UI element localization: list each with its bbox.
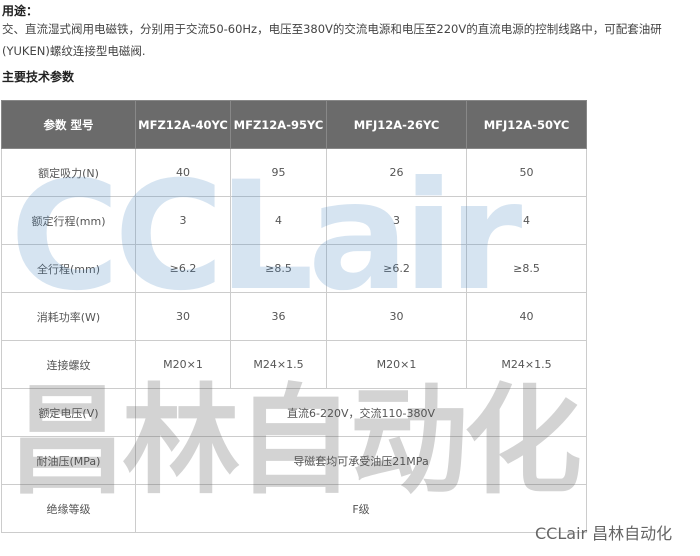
param-name: 耐油压(MPa) xyxy=(1,436,136,485)
param-name: 绝缘等级 xyxy=(1,484,136,533)
cell: 3 xyxy=(135,196,231,245)
cell: 40 xyxy=(466,292,587,341)
spec-table: 参数 型号 MFZ12A-40YC MFZ12A-95YC MFJ12A-26Y… xyxy=(1,100,587,533)
cell: 4 xyxy=(466,196,587,245)
table-row: 额定行程(mm) 3 4 3 4 xyxy=(1,196,587,245)
cell: ≥8.5 xyxy=(230,244,327,293)
table-row: 全行程(mm) ≥6.2 ≥8.5 ≥6.2 ≥8.5 xyxy=(1,244,587,293)
cell: ≥6.2 xyxy=(326,244,467,293)
param-name: 全行程(mm) xyxy=(1,244,136,293)
cell: ≥6.2 xyxy=(135,244,231,293)
cell: 26 xyxy=(326,148,467,197)
cell: 3 xyxy=(326,196,467,245)
table-row: 消耗功率(W) 30 36 30 40 xyxy=(1,292,587,341)
merged-cell: 导磁套均可承受油压21MPa xyxy=(135,436,587,485)
brand-label: CCLair 昌林自动化 xyxy=(535,524,673,543)
header-cell: MFJ12A-50YC xyxy=(466,100,587,149)
cell: ≥8.5 xyxy=(466,244,587,293)
table-row: 额定吸力(N) 40 95 26 50 xyxy=(1,148,587,197)
header-cell: 参数 型号 xyxy=(1,100,136,149)
cell: 40 xyxy=(135,148,231,197)
cell: M24×1.5 xyxy=(466,340,587,389)
cell: M20×1 xyxy=(135,340,231,389)
cell: M20×1 xyxy=(326,340,467,389)
cell: 95 xyxy=(230,148,327,197)
table-row: 耐油压(MPa) 导磁套均可承受油压21MPa xyxy=(1,436,587,485)
cell: 4 xyxy=(230,196,327,245)
cell: 30 xyxy=(326,292,467,341)
table-row: 绝缘等级 F级 xyxy=(1,484,587,533)
cell: M24×1.5 xyxy=(230,340,327,389)
param-name: 额定电压(V) xyxy=(1,388,136,437)
table-header-row: 参数 型号 MFZ12A-40YC MFZ12A-95YC MFJ12A-26Y… xyxy=(1,100,587,149)
params-heading: 主要技术参数 xyxy=(2,70,75,84)
table-row: 额定电压(V) 直流6-220V，交流110-380V xyxy=(1,388,587,437)
param-name: 额定吸力(N) xyxy=(1,148,136,197)
cell: 30 xyxy=(135,292,231,341)
cell: 50 xyxy=(466,148,587,197)
header-cell: MFZ12A-40YC xyxy=(135,100,231,149)
param-name: 消耗功率(W) xyxy=(1,292,136,341)
cell: 36 xyxy=(230,292,327,341)
param-name: 连接螺纹 xyxy=(1,340,136,389)
table-row: 连接螺纹 M20×1 M24×1.5 M20×1 M24×1.5 xyxy=(1,340,587,389)
usage-text: 交、直流湿式阀用电磁铁，分别用于交流50-60Hz，电压至380V的交流电源和电… xyxy=(2,22,662,58)
usage-heading: 用途： xyxy=(2,4,39,18)
header-cell: MFZ12A-95YC xyxy=(230,100,327,149)
param-name: 额定行程(mm) xyxy=(1,196,136,245)
header-cell: MFJ12A-26YC xyxy=(326,100,467,149)
merged-cell: 直流6-220V，交流110-380V xyxy=(135,388,587,437)
merged-cell: F级 xyxy=(135,484,587,533)
